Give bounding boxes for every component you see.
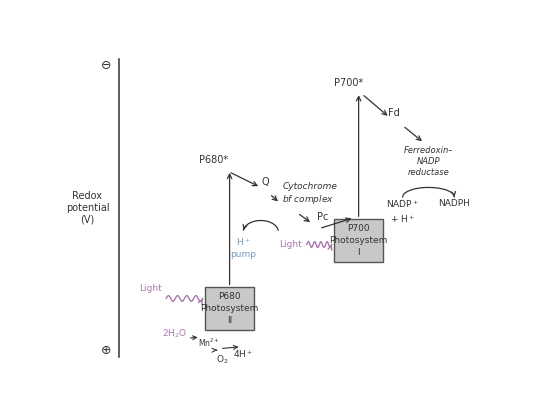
Text: ⊖: ⊖ bbox=[100, 59, 111, 72]
Text: Mn$^{2+}$: Mn$^{2+}$ bbox=[198, 337, 220, 349]
Text: Fd: Fd bbox=[388, 108, 400, 118]
Text: P700*: P700* bbox=[334, 77, 364, 87]
Text: Cytochrome
$bf$ complex: Cytochrome $bf$ complex bbox=[282, 182, 337, 206]
Bar bbox=[334, 219, 384, 262]
Text: Light: Light bbox=[139, 284, 162, 293]
Text: ⊕: ⊕ bbox=[100, 344, 111, 357]
Text: NADP$^+$
+ H$^+$: NADP$^+$ + H$^+$ bbox=[386, 199, 420, 225]
Text: P680*: P680* bbox=[199, 155, 228, 165]
Text: NADPH: NADPH bbox=[438, 199, 470, 208]
Text: Ferredoxin–
NADP
reductase: Ferredoxin– NADP reductase bbox=[404, 146, 453, 178]
Text: O$_2$: O$_2$ bbox=[216, 353, 228, 366]
Text: P680
Photosystem
II: P680 Photosystem II bbox=[200, 293, 259, 325]
Text: H$^+$
pump: H$^+$ pump bbox=[230, 236, 256, 260]
Text: 4H$^+$: 4H$^+$ bbox=[233, 348, 254, 360]
Text: Light: Light bbox=[279, 240, 302, 249]
Text: Pc: Pc bbox=[317, 212, 328, 222]
Bar bbox=[205, 288, 254, 330]
Text: P700
Photosystem
I: P700 Photosystem I bbox=[330, 224, 388, 257]
Text: 2H$_2$O: 2H$_2$O bbox=[162, 327, 188, 339]
Text: Q: Q bbox=[261, 178, 269, 187]
Text: Redox
potential
(V): Redox potential (V) bbox=[65, 192, 109, 225]
